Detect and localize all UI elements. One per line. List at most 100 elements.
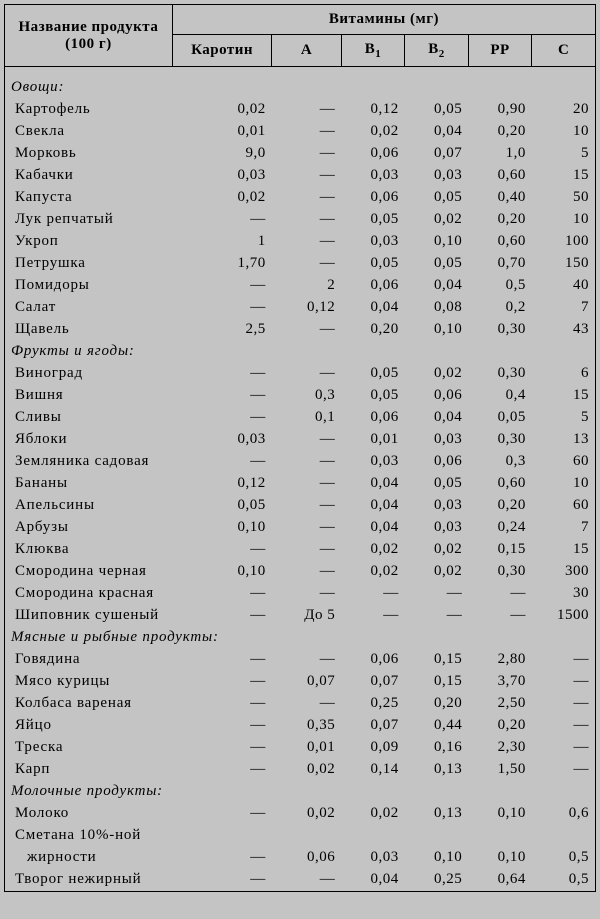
cell-b2: 0,02 [405, 539, 469, 561]
table-row: Яблоки0,03—0,010,030,3013 [5, 429, 596, 451]
cell-carotene: 0,01 [172, 121, 271, 143]
product-name: Треска [5, 737, 173, 759]
cell-carotene: 0,02 [172, 99, 271, 121]
table-row: Сливы—0,10,060,040,055 [5, 407, 596, 429]
cell-c: 300 [532, 561, 596, 583]
header-c: C [532, 35, 596, 67]
cell-c: 50 [532, 187, 596, 209]
table-row: Арбузы0,10—0,040,030,247 [5, 517, 596, 539]
cell-b2: 0,06 [405, 451, 469, 473]
cell-carotene: — [172, 583, 271, 605]
table-row: Земляника садовая——0,030,060,360 [5, 451, 596, 473]
cell-carotene: — [172, 407, 271, 429]
table-row: Шиповник сушеный—До 5———1500 [5, 605, 596, 627]
section-title: Фрукты и ягоды: [5, 341, 596, 363]
product-name: Говядина [5, 649, 173, 671]
cell-b2: 0,04 [405, 275, 469, 297]
cell-b1: 0,03 [341, 451, 405, 473]
cell-a: — [272, 693, 341, 715]
product-name: Щавель [5, 319, 173, 341]
cell-b1: 0,02 [341, 539, 405, 561]
cell-b2: 0,05 [405, 253, 469, 275]
cell-pp: 0,15 [468, 539, 532, 561]
cell-b1: 0,03 [341, 847, 405, 869]
cell-pp: 0,05 [468, 407, 532, 429]
cell-b1: 0,12 [341, 99, 405, 121]
cell-b2: 0,05 [405, 99, 469, 121]
product-name: Кабачки [5, 165, 173, 187]
cell-b1: 0,05 [341, 209, 405, 231]
product-name: Клюква [5, 539, 173, 561]
cell-pp: 0,60 [468, 231, 532, 253]
cell-b2: 0,03 [405, 495, 469, 517]
table-row: Смородина красная—————30 [5, 583, 596, 605]
cell-b1: 0,06 [341, 275, 405, 297]
cell-c: 6 [532, 363, 596, 385]
cell-a: — [272, 121, 341, 143]
table-row: Салат—0,120,040,080,27 [5, 297, 596, 319]
table-row: Щавель2,5—0,200,100,3043 [5, 319, 596, 341]
cell-b2: 0,44 [405, 715, 469, 737]
cell-b1: 0,04 [341, 869, 405, 892]
section-header: Молочные продукты: [5, 781, 596, 803]
cell-b2: — [405, 605, 469, 627]
cell-a: — [272, 363, 341, 385]
product-name: Виноград [5, 363, 173, 385]
cell-pp: 1,0 [468, 143, 532, 165]
product-name: Лук репчатый [5, 209, 173, 231]
section-header: Овощи: [5, 77, 596, 99]
cell-carotene: 0,10 [172, 561, 271, 583]
table-row: жирности—0,060,030,100,100,5 [5, 847, 596, 869]
cell-b1: 0,04 [341, 495, 405, 517]
product-name: Помидоры [5, 275, 173, 297]
product-name: Смородина черная [5, 561, 173, 583]
cell-pp: 0,20 [468, 495, 532, 517]
cell-pp: 0,30 [468, 429, 532, 451]
cell-b2: 0,25 [405, 869, 469, 892]
header-carotene: Каротин [172, 35, 271, 67]
cell-b2: 0,04 [405, 121, 469, 143]
cell-b2: 0,10 [405, 231, 469, 253]
cell-a: — [272, 495, 341, 517]
cell-a: 0,06 [272, 847, 341, 869]
cell-pp: 2,80 [468, 649, 532, 671]
cell-carotene: 9,0 [172, 143, 271, 165]
cell-pp: 0,64 [468, 869, 532, 892]
cell-carotene: 0,10 [172, 517, 271, 539]
cell-c: 15 [532, 385, 596, 407]
product-name: Сливы [5, 407, 173, 429]
cell-c: 7 [532, 297, 596, 319]
cell-c: 100 [532, 231, 596, 253]
product-name: Творог нежирный [5, 869, 173, 892]
table-row: Вишня—0,30,050,060,415 [5, 385, 596, 407]
cell-b1: 0,25 [341, 693, 405, 715]
cell-c: 60 [532, 495, 596, 517]
cell-b2: 0,06 [405, 385, 469, 407]
cell-c: 20 [532, 99, 596, 121]
cell-b2: 0,02 [405, 209, 469, 231]
header-b1: B1 [341, 35, 405, 67]
table-row: Картофель0,02—0,120,050,9020 [5, 99, 596, 121]
cell-c: 10 [532, 473, 596, 495]
cell-b2: 0,04 [405, 407, 469, 429]
product-name: Молоко [5, 803, 173, 825]
cell-a: — [272, 319, 341, 341]
cell-carotene: — [172, 275, 271, 297]
header-product: Название продукта (100 г) [5, 5, 173, 67]
cell-c: — [532, 737, 596, 759]
product-name: Смородина красная [5, 583, 173, 605]
cell-b1: 0,04 [341, 297, 405, 319]
product-name: Петрушка [5, 253, 173, 275]
cell-a: 0,3 [272, 385, 341, 407]
cell-carotene: — [172, 715, 271, 737]
cell-pp: 0,5 [468, 275, 532, 297]
product-name: Карп [5, 759, 173, 781]
section-header: Фрукты и ягоды: [5, 341, 596, 363]
cell-carotene: — [172, 649, 271, 671]
section-header: Мясные и рыбные продукты: [5, 627, 596, 649]
product-name: Укроп [5, 231, 173, 253]
cell-carotene: — [172, 803, 271, 825]
cell-carotene: 2,5 [172, 319, 271, 341]
cell-a: 0,02 [272, 759, 341, 781]
cell-b2: 0,02 [405, 363, 469, 385]
